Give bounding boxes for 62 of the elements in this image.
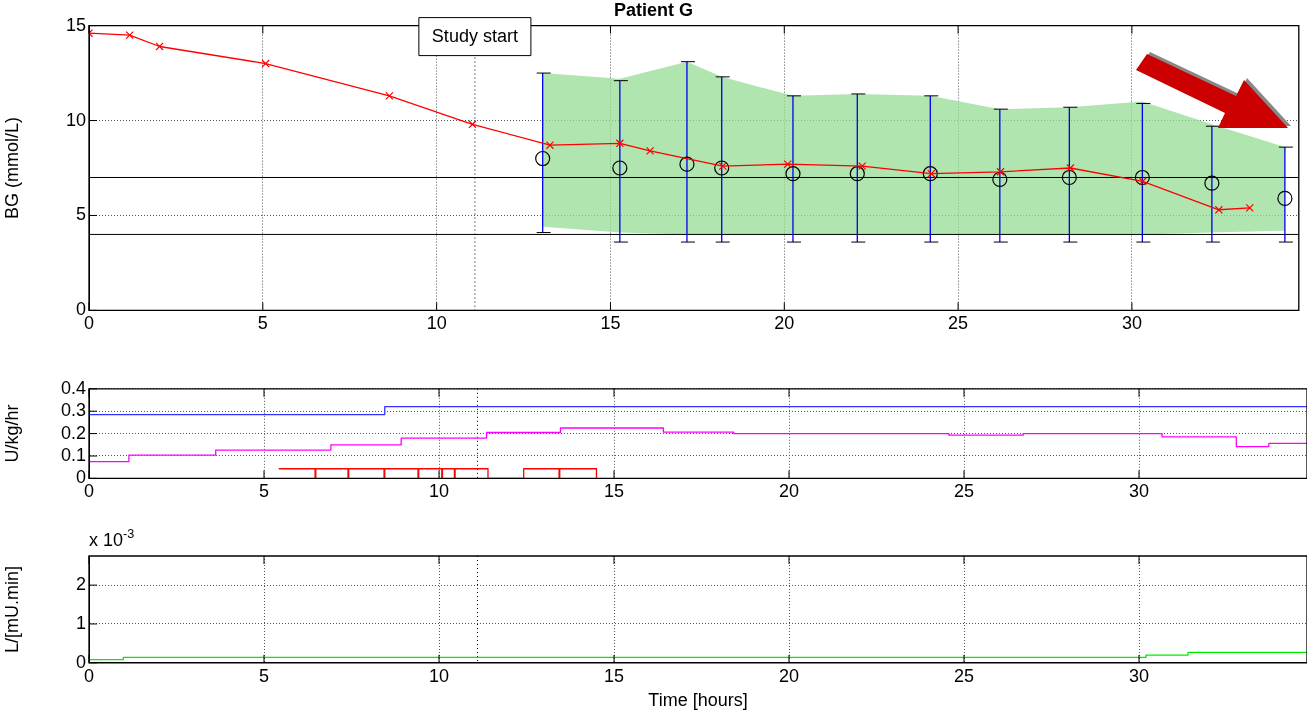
x-tick-label: 25 [948, 313, 969, 334]
point [996, 167, 1005, 176]
y-tick-label: 0 [75, 299, 86, 320]
point [261, 59, 270, 68]
point [992, 171, 1008, 187]
y-axis-title: U/kg/hr [1, 404, 22, 463]
y-tick-label: 15 [65, 14, 86, 35]
point [385, 91, 394, 100]
x-tick-label: 15 [603, 481, 625, 502]
y-tick-label: 10 [65, 109, 86, 130]
y-tick-label: 0.1 [60, 444, 86, 465]
y-tick-label: 1 [75, 612, 86, 633]
point [785, 166, 801, 182]
chart-title: Patient G [613, 0, 694, 20]
x-tick-label: 25 [953, 481, 975, 502]
x-tick-label: 30 [1121, 313, 1142, 334]
point [615, 139, 624, 148]
y-axis-title: BG (mmol/L) [1, 116, 22, 220]
y-tick-label: 5 [75, 204, 86, 225]
point [849, 166, 865, 182]
point [1214, 205, 1223, 214]
x-axis-title: Time [hours] [648, 690, 748, 711]
point [1277, 190, 1293, 206]
point [468, 120, 477, 129]
y-axis-title: L/[mU.min] [1, 565, 22, 653]
point [783, 160, 792, 169]
y-tick-label: 0.4 [60, 377, 86, 398]
x-tick-label: 15 [603, 665, 625, 686]
y-tick-label: 0 [75, 467, 86, 488]
point [545, 141, 555, 150]
x-tick-label: 5 [258, 665, 270, 686]
point [1245, 203, 1254, 213]
point [1061, 169, 1077, 186]
point [922, 166, 938, 182]
x-tick-label: 25 [953, 665, 975, 686]
x-tick-label: 15 [600, 313, 621, 334]
point [155, 42, 164, 51]
point [1134, 169, 1150, 186]
point [1066, 163, 1075, 173]
x-tick-label: 5 [257, 313, 268, 334]
ref-line-label: Study start [431, 25, 518, 46]
point [714, 160, 730, 176]
x-tick-label: 10 [428, 481, 450, 502]
x-tick-label: 20 [778, 481, 800, 502]
point [858, 161, 867, 171]
point [1204, 175, 1220, 191]
x-tick-label: 30 [1128, 665, 1150, 686]
point [535, 150, 551, 167]
y-tick-label: 0 [75, 651, 86, 672]
y-tick-label: 0.2 [60, 422, 86, 443]
point [125, 30, 134, 40]
x-tick-label: 10 [426, 313, 447, 334]
x-tick-label: 30 [1128, 481, 1150, 502]
point [612, 160, 628, 176]
point [679, 156, 695, 172]
x-tick-label: 5 [258, 481, 270, 502]
y-tick-label: 0.3 [60, 400, 86, 421]
x-tick-label: 20 [774, 313, 795, 334]
y-tick-label: 2 [75, 574, 86, 595]
point [645, 146, 655, 156]
x-tick-label: 10 [428, 665, 450, 686]
x-tick-label: 20 [778, 665, 800, 686]
